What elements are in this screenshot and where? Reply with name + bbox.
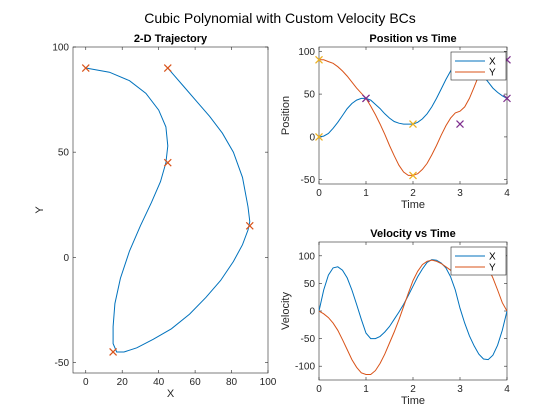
position-ytick-label: 100 (298, 47, 315, 58)
trajectory-waypoint-marker-stroke-b (163, 158, 172, 167)
position-marker-y-stroke-b (362, 94, 370, 103)
position-ytick-label: -50 (301, 175, 316, 186)
velocity-ytick-label: -50 (301, 334, 316, 345)
trajectory-waypoint-marker (81, 64, 90, 72)
trajectory-waypoint-marker-stroke-b (245, 221, 254, 230)
trajectory-xtick-label: 0 (83, 377, 89, 388)
velocity-ytick-label: -100 (295, 362, 315, 373)
position-marker-x-stroke-b (409, 120, 417, 128)
figure-title: Cubic Polynomial with Custom Velocity BC… (144, 10, 416, 26)
trajectory-waypoint-marker-stroke-b (109, 348, 118, 356)
velocity-legend-label-y: Y (489, 263, 496, 274)
velocity-ylabel: Velocity (280, 292, 292, 330)
velocity-legend-box (450, 246, 507, 276)
trajectory-waypoint-marker-stroke-b (81, 64, 90, 72)
velocity-xtick-label: 1 (363, 384, 369, 395)
trajectory-ytick-label: -50 (55, 358, 70, 369)
trajectory-waypoint-marker (163, 158, 172, 167)
position-xtick-label: 1 (363, 188, 369, 199)
trajectory-axes-box (72, 46, 269, 374)
trajectory-title: 2-D Trajectory (134, 33, 208, 45)
position-xtick-label: 2 (410, 188, 416, 199)
position-xtick-label: 3 (457, 188, 463, 199)
position-xtick-label: 0 (316, 188, 322, 199)
velocity-legend-label-x: X (489, 252, 496, 263)
position-marker-y (409, 171, 417, 180)
velocity-series-x-line (319, 259, 507, 361)
position-marker-y (362, 94, 370, 103)
trajectory-xtick-label: 20 (117, 377, 129, 388)
panel-trajectory: 0 20 40 60 80 100 -50 0 50 100 2-D Trajectory X Y (34, 33, 277, 400)
position-marker-y-stroke-b (315, 55, 323, 64)
trajectory-xtick-label: 80 (226, 377, 238, 388)
position-title: Position vs Time (369, 33, 456, 45)
trajectory-waypoint-marker-stroke-b (163, 64, 172, 72)
position-marker-y (456, 120, 464, 128)
velocity-title: Velocity vs Time (370, 228, 455, 240)
trajectory-ylabel: Y (34, 206, 46, 214)
velocity-xtick-label: 0 (316, 384, 322, 395)
velocity-legend: XY (450, 246, 507, 276)
position-marker-y-stroke-b (409, 171, 417, 180)
velocity-xlabel: Time (401, 395, 425, 407)
position-marker-x (409, 120, 417, 128)
trajectory-xlabel: X (167, 388, 175, 400)
panel-velocity: 0 1 2 3 4 -100 -50 0 50 100 Velocity vs Time Time Ve… (280, 228, 510, 407)
position-xtick-label: 4 (504, 188, 510, 199)
trajectory-ytick-label: 100 (52, 43, 69, 54)
trajectory-series-path-line (85, 67, 251, 353)
trajectory-xtick-label: 60 (190, 377, 202, 388)
trajectory-ytick-label: 0 (63, 253, 69, 264)
position-ylabel: Position (280, 96, 292, 135)
trajectory-waypoint-marker (245, 221, 254, 230)
velocity-ytick-label: 100 (298, 251, 315, 262)
position-marker-x-stroke-b (503, 94, 511, 103)
position-marker-x (503, 94, 511, 103)
position-marker-x-stroke-b (315, 132, 323, 141)
trajectory-xtick-label: 40 (153, 377, 165, 388)
velocity-xtick-label: 4 (504, 384, 510, 395)
position-ytick-label: 0 (309, 132, 315, 143)
position-marker-y (315, 55, 323, 64)
trajectory-ytick-label: 50 (58, 148, 70, 159)
velocity-xtick-label: 3 (457, 384, 463, 395)
position-ytick-label: 50 (304, 90, 316, 101)
position-legend-label-x: X (489, 57, 496, 68)
position-legend-label-y: Y (489, 68, 496, 79)
trajectory-waypoint-marker (109, 348, 118, 356)
velocity-xtick-label: 2 (410, 384, 416, 395)
position-marker-x (315, 132, 323, 141)
position-legend-box (450, 51, 507, 81)
position-xlabel: Time (401, 199, 425, 211)
position-marker-y-stroke-b (456, 120, 464, 128)
trajectory-xtick-label: 100 (260, 377, 277, 388)
velocity-ytick-label: 50 (304, 279, 316, 290)
position-legend: XY (450, 51, 507, 81)
trajectory-waypoint-marker (163, 64, 172, 72)
velocity-ytick-label: 0 (309, 307, 315, 318)
